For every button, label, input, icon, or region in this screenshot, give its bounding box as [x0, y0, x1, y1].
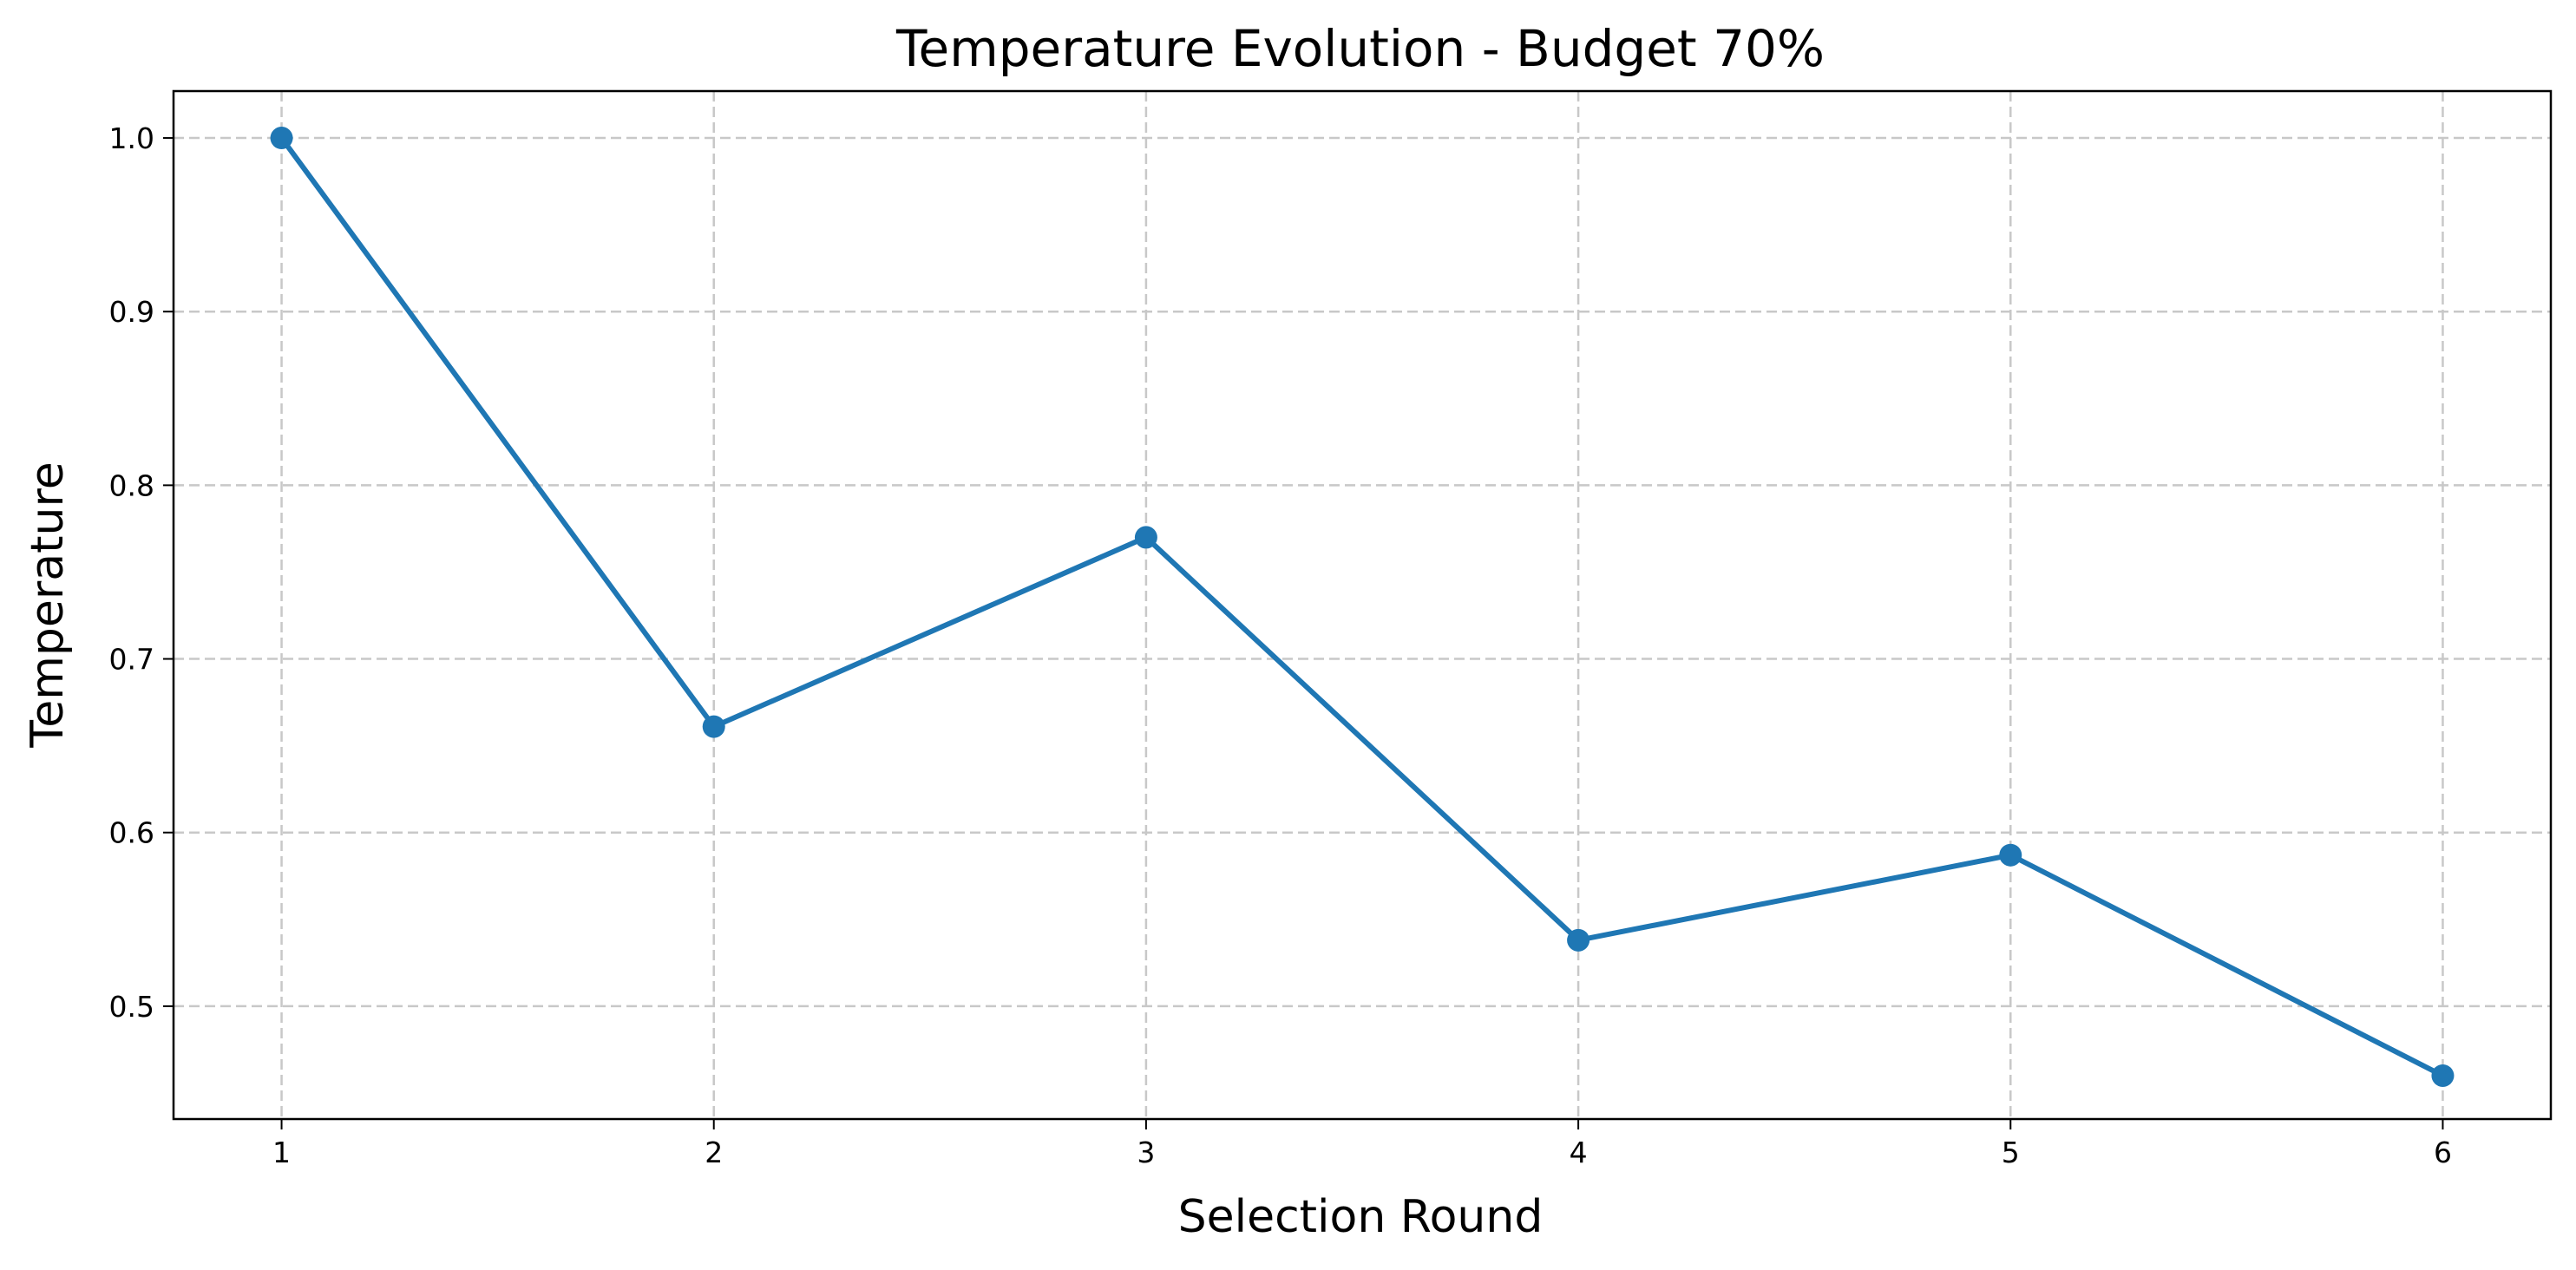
series-line: [279, 135, 2446, 1078]
y-tick-label: 1.0: [109, 121, 154, 155]
x-tick-label: 5: [2002, 1136, 2020, 1169]
y-tick-label: 0.5: [109, 990, 154, 1024]
data-point: [1567, 928, 1590, 952]
x-axis-label: Selection Round: [1178, 1191, 1544, 1243]
chart-title: Temperature Evolution - Budget 70%: [895, 19, 1825, 78]
x-tick-label: 2: [705, 1136, 723, 1169]
plot-frame: [172, 89, 2553, 1121]
x-tick-label: 3: [1137, 1136, 1155, 1169]
data-point: [1999, 843, 2022, 867]
y-tick-label: 0.6: [109, 816, 154, 850]
data-point: [2431, 1064, 2455, 1087]
y-tick-label: 0.8: [109, 468, 154, 502]
grid-layer: [174, 91, 2551, 1119]
x-tick-label: 4: [1570, 1136, 1588, 1169]
data-point: [702, 715, 725, 738]
x-tick-label: 6: [2434, 1136, 2452, 1169]
x-tick-label: 1: [272, 1136, 291, 1169]
data-point: [1134, 526, 1157, 549]
y-tick-label: 0.9: [109, 295, 154, 329]
tick-layer: 1 2 3 4 5 6 0.5 0.6 0.7 0.8 0.9 1.0: [109, 121, 2452, 1169]
series-layer: [270, 127, 2455, 1087]
y-axis-label: Temperature: [22, 462, 74, 748]
data-point: [270, 127, 293, 150]
y-tick-label: 0.7: [109, 643, 154, 677]
